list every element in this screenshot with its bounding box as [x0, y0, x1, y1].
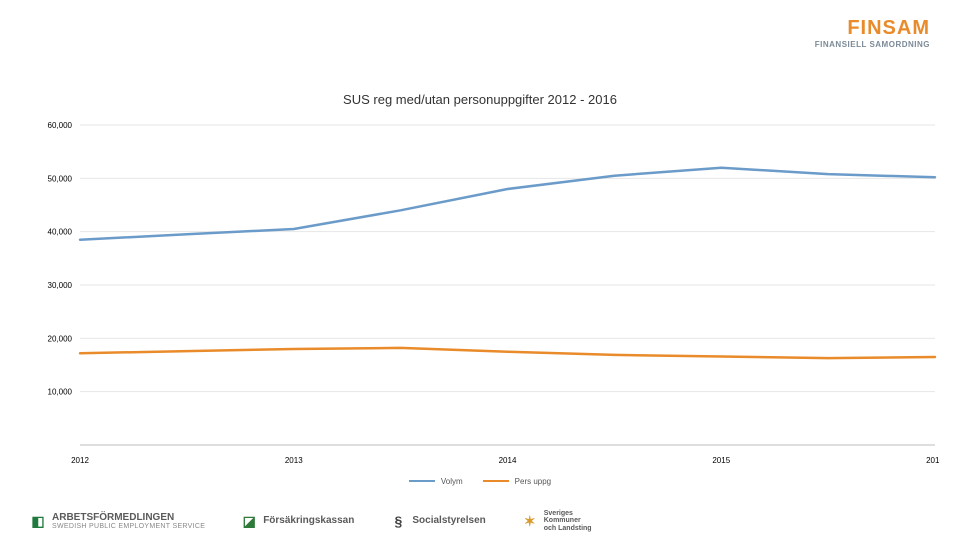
xtick-label: 2015: [712, 456, 730, 465]
legend-swatch: [409, 480, 435, 482]
logo-mark-icon: ✶: [522, 513, 538, 529]
footer-logo: § Socialstyrelsen: [390, 513, 485, 529]
legend-label: Pers uppg: [515, 477, 551, 486]
line-chart: 10,000 20,000 30,000 40,000 50,000 60,000 2012…: [30, 115, 940, 475]
legend-label: Volym: [441, 477, 463, 486]
logo-name: SverigesKommuneroch Landsting: [544, 510, 592, 532]
logo-name: Försäkringskassan: [263, 515, 354, 526]
footer-logo: ✶ SverigesKommuneroch Landsting: [522, 510, 592, 532]
logo-mark-icon: §: [390, 513, 406, 529]
chart-legend: Volym Pers uppg: [0, 475, 960, 486]
footer-logos: ◧ ARBETSFÖRMEDLINGENSWEDISH PUBLIC EMPLOY…: [30, 510, 930, 532]
logo-mark-icon: ◧: [30, 513, 46, 529]
logo-name: Socialstyrelsen: [412, 515, 485, 526]
brand-block: FINSAM FINANSIELL SAMORDNING: [815, 18, 930, 49]
footer-logo: ◪ Försäkringskassan: [241, 513, 354, 529]
ytick-label: 60,000: [48, 121, 73, 130]
legend-swatch: [483, 480, 509, 482]
logo-sub: SWEDISH PUBLIC EMPLOYMENT SERVICE: [52, 523, 205, 530]
ytick-label: 30,000: [48, 281, 73, 290]
legend-item-pers-uppg: Pers uppg: [483, 477, 551, 486]
logo-mark-icon: ◪: [241, 513, 257, 529]
xtick-label: 2016: [926, 456, 940, 465]
ytick-label: 50,000: [48, 174, 73, 183]
logo-name: ARBETSFÖRMEDLINGENSWEDISH PUBLIC EMPLOYM…: [52, 512, 205, 530]
chart-svg: 10,000 20,000 30,000 40,000 50,000 60,000 2012…: [30, 115, 940, 475]
ytick-label: 20,000: [48, 334, 73, 343]
ytick-label: 10,000: [48, 388, 73, 397]
xtick-label: 2014: [499, 456, 517, 465]
brand-main: FINSAM: [815, 18, 930, 38]
legend-item-volym: Volym: [409, 477, 463, 486]
footer-logo: ◧ ARBETSFÖRMEDLINGENSWEDISH PUBLIC EMPLOY…: [30, 512, 205, 530]
xtick-label: 2013: [285, 456, 303, 465]
ytick-label: 40,000: [48, 228, 73, 237]
chart-title: SUS reg med/utan personuppgifter 2012 - …: [0, 92, 960, 107]
brand-sub: FINANSIELL SAMORDNING: [815, 40, 930, 49]
xtick-label: 2012: [71, 456, 89, 465]
series-pers-uppg: [80, 348, 935, 358]
